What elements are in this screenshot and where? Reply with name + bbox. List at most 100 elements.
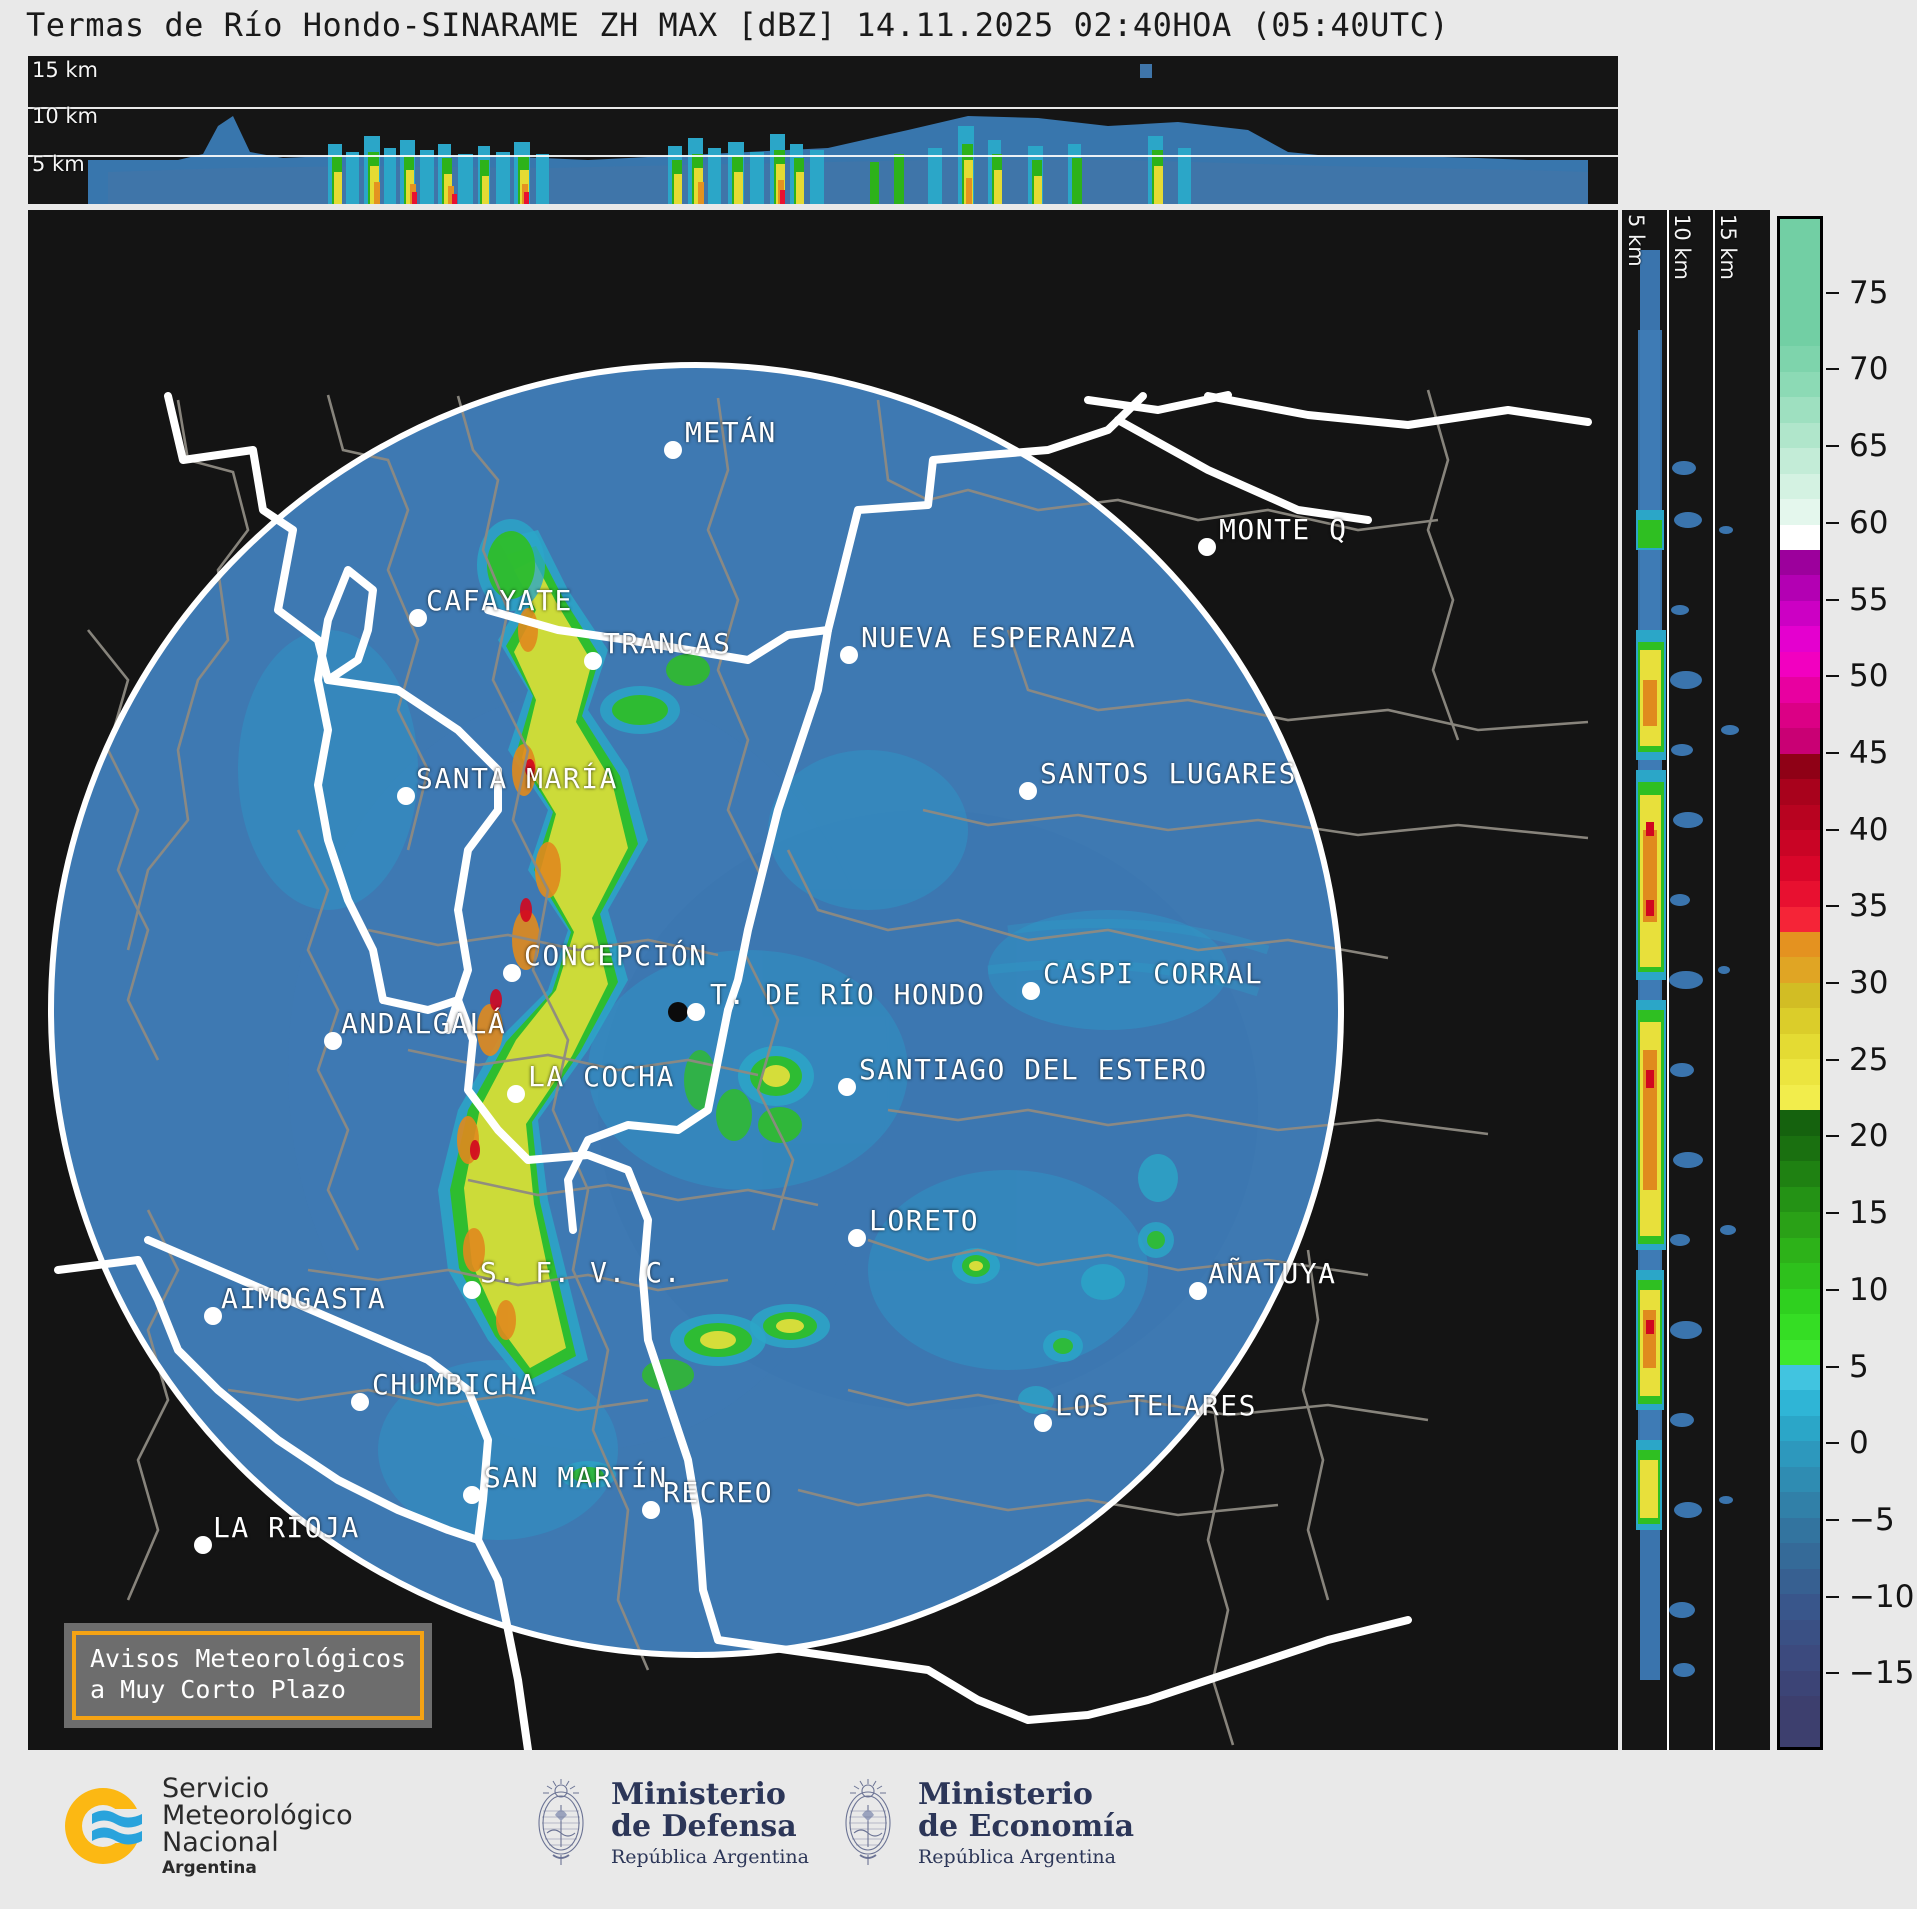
defensa-line-1: Ministerio bbox=[611, 1776, 786, 1812]
colorbar-tick-mark bbox=[1826, 291, 1839, 294]
colorbar-swatch bbox=[1780, 702, 1820, 729]
colorbar-swatch bbox=[1780, 448, 1820, 474]
colorbar-swatch bbox=[1780, 804, 1820, 831]
colorbar-tick-mark bbox=[1826, 1212, 1839, 1215]
smn-line-4: Argentina bbox=[162, 1858, 257, 1878]
colorbar-swatch bbox=[1780, 982, 1820, 1009]
smn-logo-icon bbox=[60, 1783, 146, 1869]
north-south-cross-section-echoes bbox=[1622, 210, 1770, 1750]
colorbar-swatch bbox=[1780, 295, 1820, 321]
colorbar-swatch bbox=[1780, 422, 1820, 449]
colorbar-tick: 10 bbox=[1826, 1272, 1888, 1308]
colorbar-tick-mark bbox=[1826, 1595, 1839, 1598]
colorbar-swatch bbox=[1780, 651, 1820, 678]
economia-line-3: República Argentina bbox=[918, 1845, 1116, 1868]
colorbar-swatch bbox=[1780, 1721, 1820, 1747]
colorbar-swatch bbox=[1780, 855, 1820, 882]
colorbar-swatch bbox=[1780, 1033, 1820, 1060]
colorbar-swatch bbox=[1780, 1645, 1820, 1671]
colorbar-tick-label: 20 bbox=[1849, 1118, 1889, 1155]
colorbar-tick-label: 45 bbox=[1849, 734, 1889, 771]
colorbar-swatch bbox=[1780, 677, 1820, 703]
warning-line-2: a Muy Corto Plazo bbox=[90, 1674, 346, 1704]
colorbar-tick: 50 bbox=[1826, 658, 1888, 694]
colorbar-swatch bbox=[1780, 626, 1820, 652]
colorbar-swatch bbox=[1780, 1517, 1820, 1544]
colorbar-swatch bbox=[1780, 830, 1820, 856]
smn-line-3: Nacional bbox=[162, 1827, 279, 1858]
colorbar-swatch bbox=[1780, 244, 1820, 270]
colorbar-tick-mark bbox=[1826, 521, 1839, 524]
xsec-right-label-10km: 10 km bbox=[1670, 214, 1694, 281]
economia-line-1: Ministerio bbox=[918, 1776, 1093, 1812]
colorbar-tick: 40 bbox=[1826, 812, 1888, 848]
colorbar-tick-mark bbox=[1826, 982, 1839, 984]
colorbar-tick-label: 55 bbox=[1849, 581, 1889, 618]
colorbar-tick-mark bbox=[1826, 905, 1839, 908]
economia-line-2: de Economía bbox=[918, 1809, 1135, 1845]
xsec-top-label-10km: 10 km bbox=[32, 104, 99, 128]
colorbar-tick: 0 bbox=[1826, 1425, 1869, 1461]
page-title: Termas de Río Hondo-SINARAME ZH MAX [dBZ… bbox=[26, 6, 1450, 44]
colorbar-tick-mark bbox=[1826, 1365, 1839, 1368]
colorbar-tick-mark bbox=[1826, 751, 1839, 754]
colorbar-tick-mark bbox=[1826, 1442, 1839, 1445]
colorbar-swatch bbox=[1780, 1212, 1820, 1238]
colorbar-tick-mark bbox=[1826, 1672, 1839, 1675]
short-term-weather-warnings-legend[interactable]: Avisos Meteorológicos a Muy Corto Plazo bbox=[64, 1623, 433, 1728]
colorbar-swatch bbox=[1780, 728, 1820, 754]
colorbar-swatch bbox=[1780, 1415, 1820, 1442]
colorbar-tick: 60 bbox=[1826, 505, 1888, 541]
colorbar-swatch bbox=[1780, 218, 1820, 245]
colorbar-tick: 55 bbox=[1826, 582, 1888, 618]
argentina-crest-icon bbox=[832, 1775, 904, 1871]
colorbar-swatch bbox=[1780, 1008, 1820, 1034]
colorbar-swatch bbox=[1780, 397, 1820, 423]
colorbar-tick-mark bbox=[1826, 675, 1839, 678]
colorbar-tick-label: −5 bbox=[1849, 1501, 1895, 1538]
colorbar-swatch bbox=[1780, 473, 1820, 500]
colorbar-tick: 75 bbox=[1826, 275, 1888, 311]
colorbar-tick: 25 bbox=[1826, 1042, 1888, 1078]
dbz-colorbar-ticks: 75 70 65 60 55 50 45 40 35 30 25 20 15 10 5 0 −5 −10 −15 bbox=[1826, 216, 1916, 1750]
colorbar-swatch bbox=[1780, 1135, 1820, 1162]
colorbar-swatch bbox=[1780, 320, 1820, 347]
colorbar-tick: 65 bbox=[1826, 428, 1888, 464]
colorbar-swatch bbox=[1780, 779, 1820, 805]
colorbar-swatch bbox=[1780, 499, 1820, 525]
colorbar-tick: −10 bbox=[1826, 1579, 1914, 1615]
colorbar-swatch bbox=[1780, 549, 1820, 576]
colorbar-tick-label: 0 bbox=[1849, 1425, 1869, 1462]
colorbar-swatch bbox=[1780, 1059, 1820, 1085]
colorbar-swatch bbox=[1780, 1670, 1820, 1697]
colorbar-tick-mark bbox=[1826, 828, 1839, 831]
colorbar-tick-label: 50 bbox=[1849, 658, 1889, 695]
colorbar-swatch bbox=[1780, 1619, 1820, 1646]
colorbar-swatch bbox=[1780, 346, 1820, 372]
east-west-cross-section-echoes bbox=[28, 56, 1618, 204]
colorbar-tick-label: 65 bbox=[1849, 428, 1889, 465]
colorbar-swatch bbox=[1780, 881, 1820, 907]
colorbar-tick-mark bbox=[1826, 598, 1839, 601]
colorbar-tick: 20 bbox=[1826, 1118, 1888, 1154]
colorbar-swatch bbox=[1780, 1339, 1820, 1365]
colorbar-tick-label: 5 bbox=[1849, 1348, 1869, 1385]
colorbar-tick-label: 60 bbox=[1849, 504, 1889, 541]
north-south-cross-section-panel: 5 km 10 km 15 km bbox=[1622, 210, 1770, 1750]
argentina-crest-icon bbox=[525, 1775, 597, 1871]
colorbar-tick-label: 40 bbox=[1849, 811, 1889, 848]
smn-line-1: Servicio bbox=[162, 1773, 270, 1804]
colorbar-tick: 70 bbox=[1826, 351, 1888, 387]
colorbar-tick: 5 bbox=[1826, 1349, 1869, 1385]
colorbar-tick: −5 bbox=[1826, 1502, 1895, 1538]
main-map-panel[interactable]: METÁN MONTE Q CAFAYATE TRANCAS NUEVA ESPERAN… bbox=[28, 210, 1618, 1750]
defensa-line-3: República Argentina bbox=[611, 1845, 809, 1868]
logo-ministerio-de-economia: Ministerio de Economía República Argenti… bbox=[832, 1775, 1134, 1871]
colorbar-swatch bbox=[1780, 906, 1820, 932]
colorbar-tick-label: 30 bbox=[1849, 965, 1889, 1001]
radar-plan-view bbox=[28, 210, 1618, 1750]
colorbar-swatch bbox=[1780, 1466, 1820, 1493]
colorbar-swatch bbox=[1780, 1084, 1820, 1111]
colorbar-swatch bbox=[1780, 1594, 1820, 1620]
